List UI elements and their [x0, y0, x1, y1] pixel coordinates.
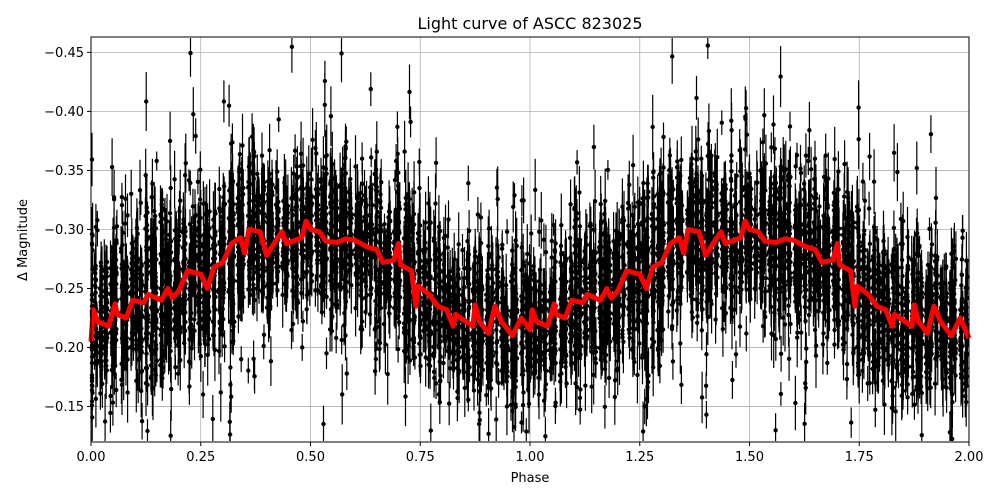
y-tick-label: −0.45	[44, 46, 84, 61]
y-axis-label: Δ Magnitude	[16, 199, 31, 281]
x-tick-label: 1.00	[516, 450, 545, 465]
chart-title: Light curve of ASCC 823025	[417, 14, 642, 33]
x-tick-label: 1.50	[735, 450, 764, 465]
binned-mean-line	[88, 218, 972, 342]
x-tick-label: 0.75	[406, 450, 435, 465]
y-tick-label: −0.40	[44, 105, 84, 120]
x-tick-label: 0.00	[77, 450, 106, 465]
y-axis: −0.45 −0.40 −0.35 −0.30 −0.25 −0.20 −0.15	[44, 46, 91, 415]
x-tick-label: 0.25	[186, 450, 215, 465]
y-tick-label: −0.20	[44, 341, 84, 356]
x-tick-label: 1.25	[625, 450, 654, 465]
y-tick-label: −0.25	[44, 282, 84, 297]
x-tick-label: 2.00	[955, 450, 984, 465]
x-tick-label: 0.50	[296, 450, 325, 465]
x-axis: 0.00 0.25 0.50 0.75 1.00 1.25 1.50 1.75 2.00	[77, 442, 984, 465]
x-tick-label: 1.75	[845, 450, 874, 465]
y-tick-label: −0.30	[44, 223, 84, 238]
y-tick-label: −0.15	[44, 400, 84, 415]
y-tick-label: −0.35	[44, 164, 84, 179]
x-axis-label: Phase	[511, 471, 550, 486]
